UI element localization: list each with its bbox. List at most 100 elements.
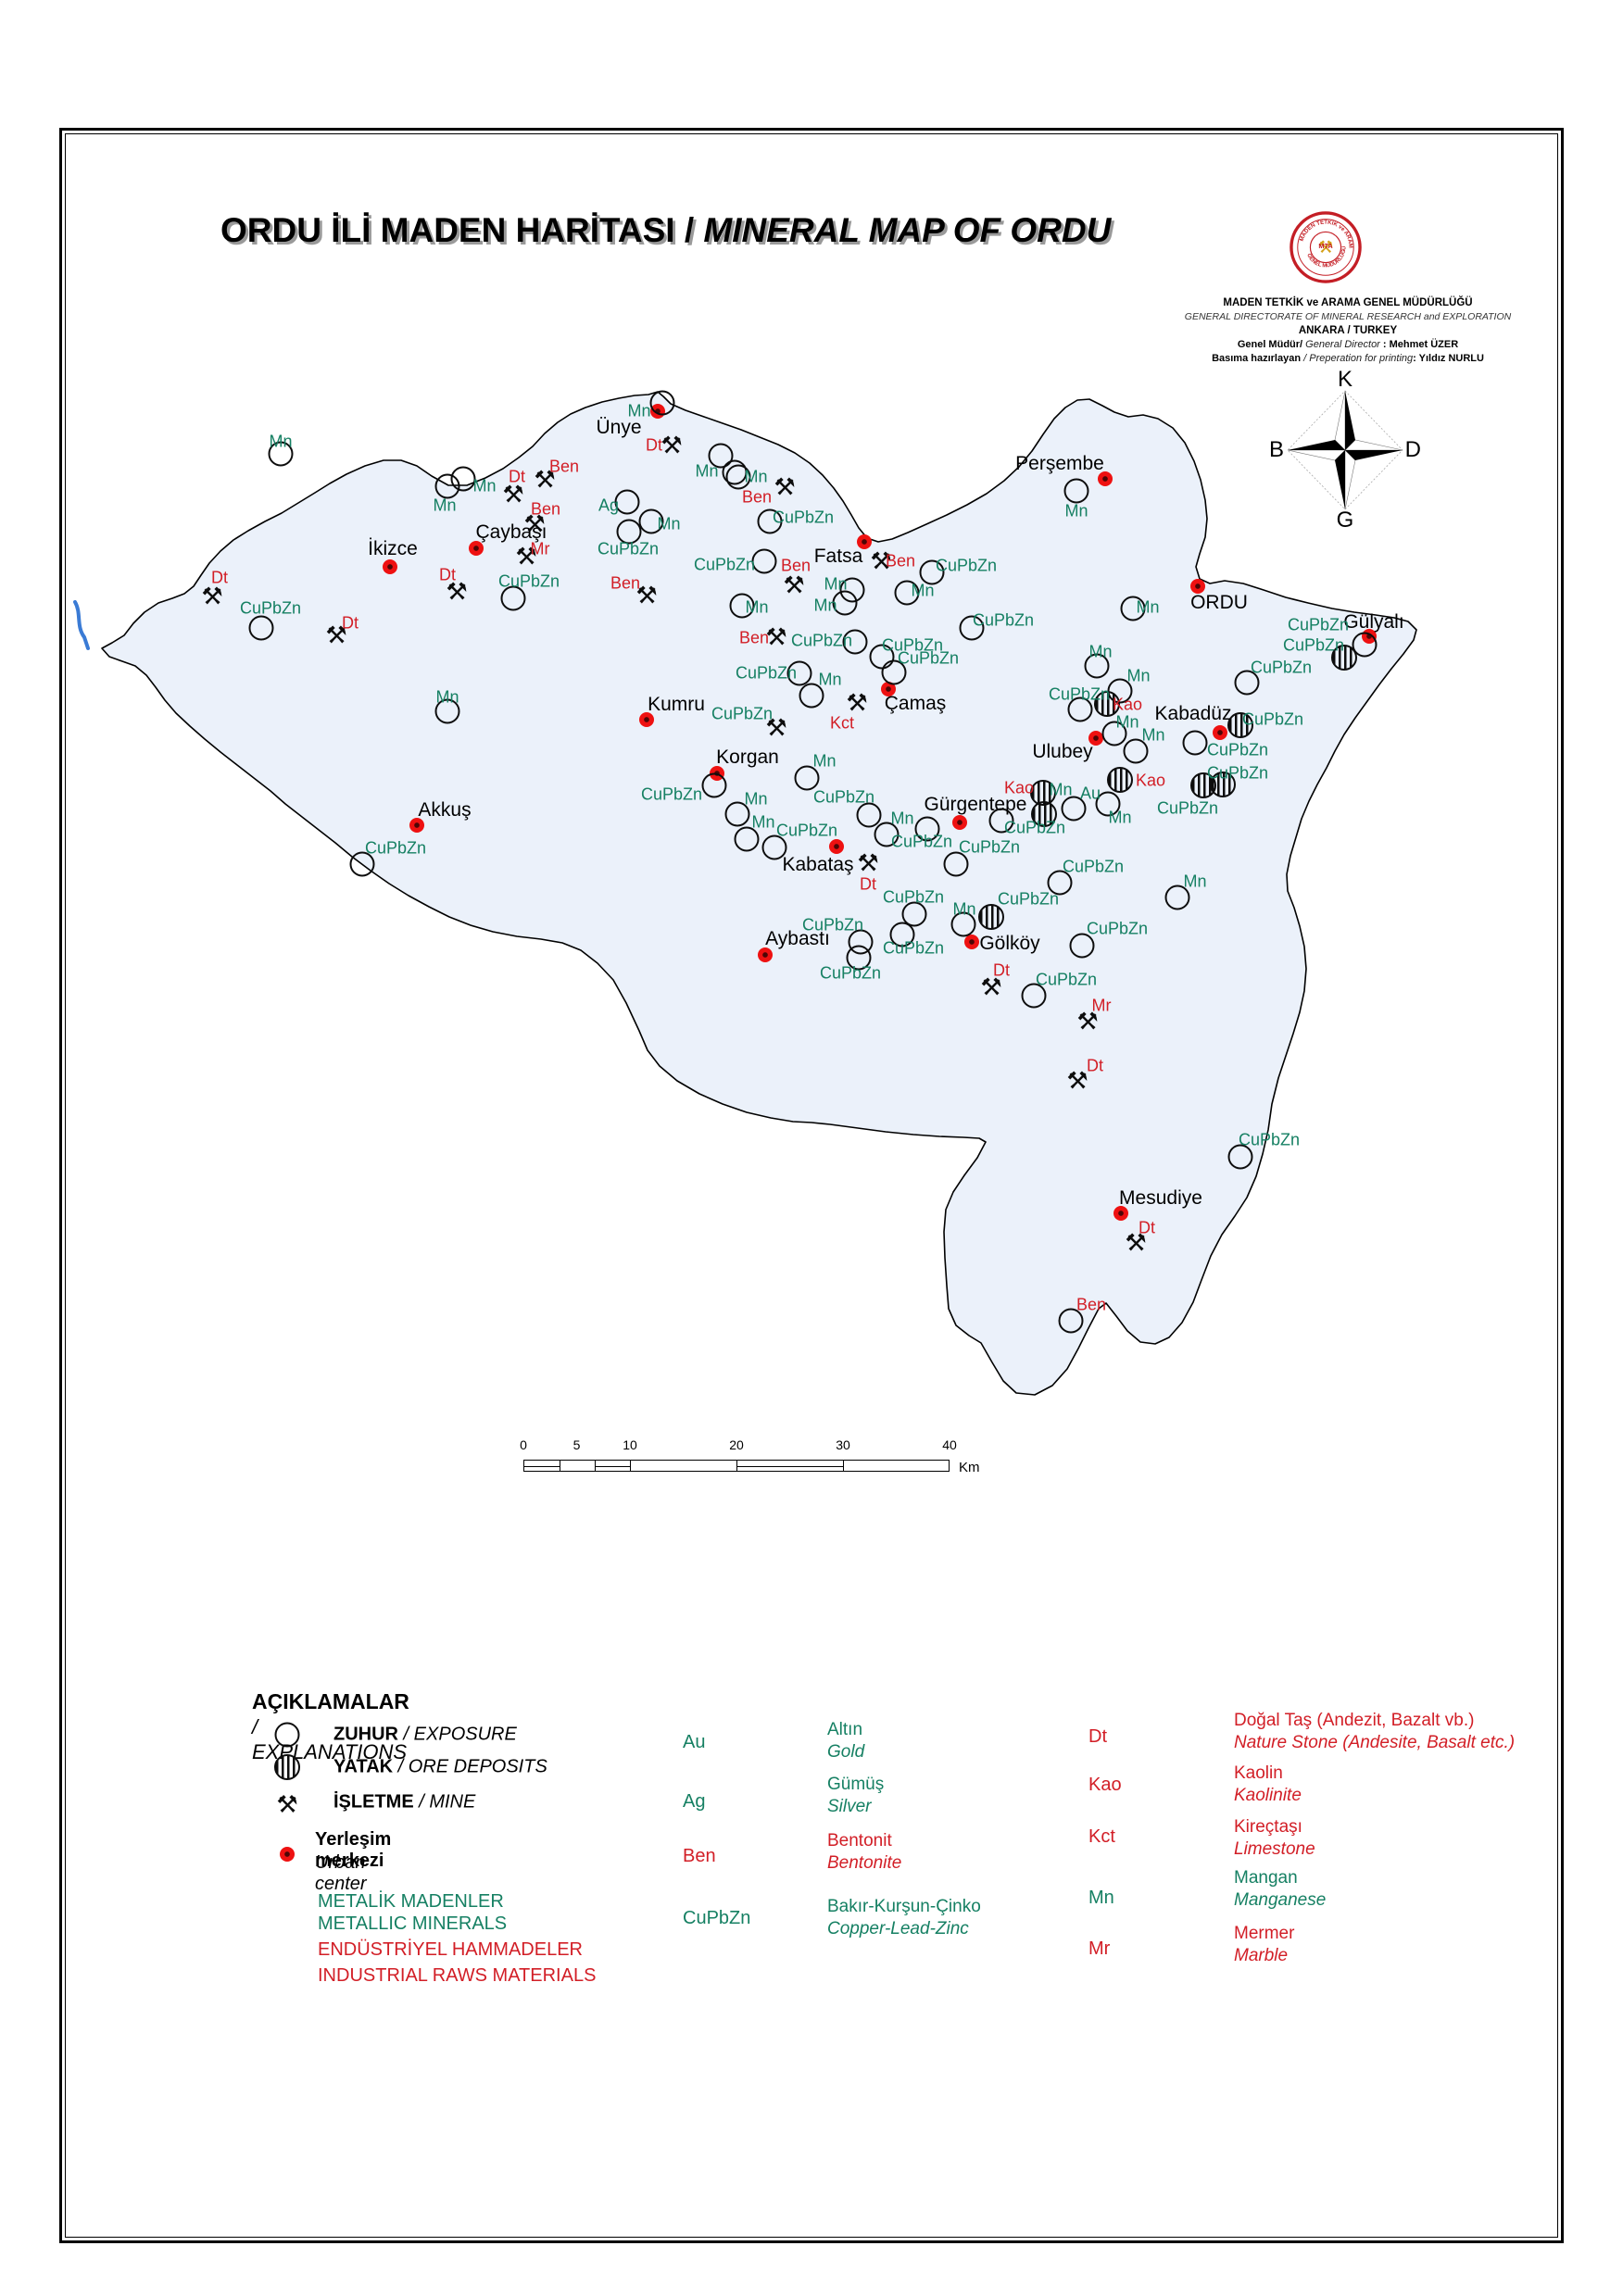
urban-center-dot — [639, 712, 654, 727]
exposure-symbol — [943, 851, 969, 877]
ore-deposit-symbol — [1331, 645, 1357, 671]
scale-unit-label: Km — [959, 1460, 980, 1475]
metallic-mineral-label: CuPbZn — [1250, 658, 1313, 677]
legend-urban-tr: Yerleşim merkezi — [315, 1829, 392, 1871]
mine-symbol: ⚒ — [325, 621, 347, 649]
exposure-symbol — [1047, 870, 1073, 896]
exposure-symbol — [894, 580, 920, 606]
mine-symbol: ⚒ — [661, 431, 683, 459]
exposure-symbol — [874, 822, 900, 847]
city-label: Kumru — [648, 694, 705, 715]
exposure-symbol — [614, 489, 640, 515]
industrial-mineral-label: Ben — [741, 487, 773, 507]
metallic-mineral-label: Mn — [744, 467, 768, 486]
urban-center-dot — [1098, 471, 1113, 486]
urban-center-dot — [952, 815, 967, 830]
metallic-mineral-label: Mn — [657, 514, 681, 533]
exposure-symbol — [500, 585, 526, 611]
legend-code-kct: Kct — [1088, 1826, 1115, 1847]
legend-name-mn: Mangan Manganese — [1234, 1868, 1327, 1910]
urban-center-icon — [280, 1847, 295, 1862]
industrial-mineral-label: Ben — [610, 573, 641, 593]
exposure-symbol — [1120, 596, 1146, 621]
scale-tick-label: 10 — [623, 1437, 637, 1452]
city-label: Gürgentepe — [924, 794, 1027, 815]
metallic-mineral-label: Mn — [824, 574, 848, 594]
sheet-inner-border — [65, 133, 1558, 2238]
scale-bar-graphic — [523, 1460, 950, 1472]
exposure-symbol — [832, 590, 858, 616]
ore-deposit-icon — [274, 1754, 300, 1780]
metallic-mineral-label: CuPbZn — [640, 784, 703, 804]
exposure-symbol — [248, 615, 274, 641]
scale-tick-label: 5 — [572, 1437, 581, 1452]
exposure-symbol — [649, 390, 675, 416]
mine-symbol: ⚒ — [870, 546, 892, 575]
legend-row-mine: ⚒ İŞLETME / MINE — [276, 1790, 476, 1818]
metallic-mineral-label: CuPbZn — [1282, 635, 1345, 655]
ore-deposit-symbol — [1031, 801, 1057, 827]
credits-city: ANKARA / TURKEY — [1298, 325, 1398, 336]
metallic-mineral-label: Mn — [890, 809, 914, 828]
exposure-symbol — [1227, 1144, 1253, 1170]
city-label: ORDU — [1190, 592, 1248, 613]
metallic-mineral-label: Au — [1079, 784, 1101, 803]
mine-symbol: ⚒ — [534, 465, 556, 494]
mine-symbol: ⚒ — [783, 571, 805, 599]
exposure-symbol — [1101, 721, 1127, 747]
metallic-mineral-label: Mn — [751, 812, 775, 832]
industrial-mineral-label: Ben — [885, 551, 916, 571]
legend-category-metallic-en: METALLIC MINERALS — [318, 1913, 508, 1934]
industrial-mineral-label: Ben — [738, 628, 770, 647]
metallic-mineral-label: CuPbZn — [693, 555, 756, 574]
city-label: Ulubey — [1032, 741, 1093, 762]
legend-name-ben: Bentonit Bentonite — [827, 1831, 902, 1873]
industrial-mineral-label: Dt — [1139, 1218, 1155, 1237]
metallic-mineral-label: CuPbZn — [1206, 763, 1269, 783]
credits-institution-tr: MADEN TETKİK ve ARAMA GENEL MÜDÜRLÜĞÜ — [1223, 297, 1473, 308]
exposure-symbol — [434, 698, 460, 724]
industrial-mineral-label: Kao — [1003, 778, 1035, 797]
metallic-mineral-label: Mn — [813, 596, 837, 615]
metallic-mineral-label: Mn — [1115, 712, 1139, 732]
industrial-mineral-label: Ben — [1076, 1295, 1107, 1314]
city-label: Kabadüz — [1154, 703, 1232, 724]
metallic-mineral-label: Mn — [818, 670, 842, 689]
city-label: Perşembe — [1015, 453, 1104, 474]
mine-symbol: ⚒ — [857, 848, 879, 877]
exposure-symbol — [450, 466, 476, 492]
city-label: Korgan — [716, 747, 779, 768]
metallic-mineral-label: Mn — [911, 581, 935, 600]
legend-category-metallic: METALİK MADENLER — [318, 1891, 504, 1912]
industrial-mineral-label: Dt — [509, 467, 525, 486]
exposure-symbol — [914, 816, 940, 842]
metallic-mineral-label: Mn — [627, 401, 651, 420]
exposure-symbol — [729, 593, 755, 619]
metallic-mineral-label: CuPbZn — [1086, 919, 1149, 938]
mine-symbol: ⚒ — [765, 622, 787, 651]
credits-block: MADEN TETKİK ve ARAMA GENEL MÜDÜRLÜĞÜ GE… — [1121, 296, 1575, 366]
city-label: Aybastı — [765, 928, 830, 949]
exposure-symbol — [901, 901, 927, 927]
metallic-mineral-label: Ag — [598, 496, 620, 515]
exposure-symbol — [1058, 1308, 1084, 1334]
mine-symbol: ⚒ — [980, 972, 1002, 1001]
exposure-symbol — [1069, 933, 1095, 959]
exposure-symbol — [881, 659, 907, 685]
sheet-border — [59, 128, 1564, 2243]
metallic-mineral-label: CuPbZn — [819, 963, 882, 983]
exposure-symbol — [701, 772, 727, 798]
mine-symbol: ⚒ — [1076, 1007, 1099, 1035]
exposure-symbol — [786, 660, 812, 686]
city-label: Çamaş — [884, 693, 947, 714]
exposure-symbol — [616, 519, 642, 545]
metallic-mineral-label: CuPbZn — [1238, 1130, 1301, 1149]
scale-tick-label: 40 — [942, 1437, 957, 1452]
ore-deposit-symbol — [978, 904, 1004, 930]
industrial-mineral-label: Ben — [548, 457, 580, 476]
city-label: Ünye — [596, 417, 642, 438]
credits-printing: Basıma hazırlayan / Preperation for prin… — [1212, 353, 1484, 364]
mine-symbol: ⚒ — [846, 688, 868, 717]
